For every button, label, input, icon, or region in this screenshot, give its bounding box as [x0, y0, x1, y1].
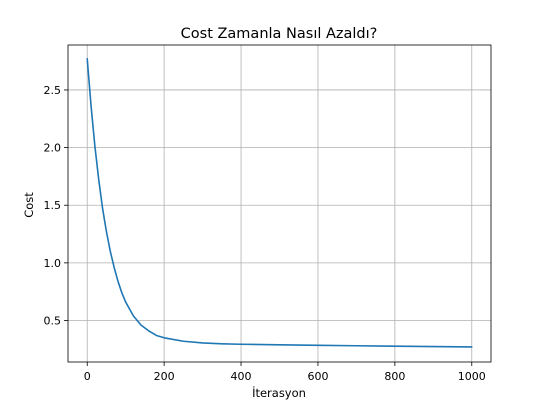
x-tick-label: 0: [84, 370, 91, 383]
chart-title: Cost Zamanla Nasıl Azaldı?: [181, 26, 378, 42]
grid: [68, 45, 491, 362]
y-tick-label: 1.5: [44, 199, 62, 212]
y-axis-label: Cost: [22, 192, 36, 218]
cost-series-line: [86, 58, 473, 348]
series-layer: [86, 58, 473, 348]
x-tick-label: 600: [307, 370, 328, 383]
y-tick-label: 0.5: [44, 315, 62, 328]
plot-frame: [67, 44, 492, 363]
x-tick-label: 1000: [458, 370, 486, 383]
x-tick-label: 800: [384, 370, 405, 383]
x-tick-label: 400: [231, 370, 252, 383]
ticks: 0 200 400 600 800 1000 0.5 1.0 1.5 2.0 2.5: [44, 84, 486, 383]
y-tick-label: 1.0: [44, 257, 62, 270]
y-tick-label: 2.5: [44, 84, 62, 97]
x-tick-label: 200: [154, 370, 175, 383]
x-axis-label: İterasyon: [252, 385, 306, 400]
y-tick-label: 2.0: [44, 142, 62, 155]
